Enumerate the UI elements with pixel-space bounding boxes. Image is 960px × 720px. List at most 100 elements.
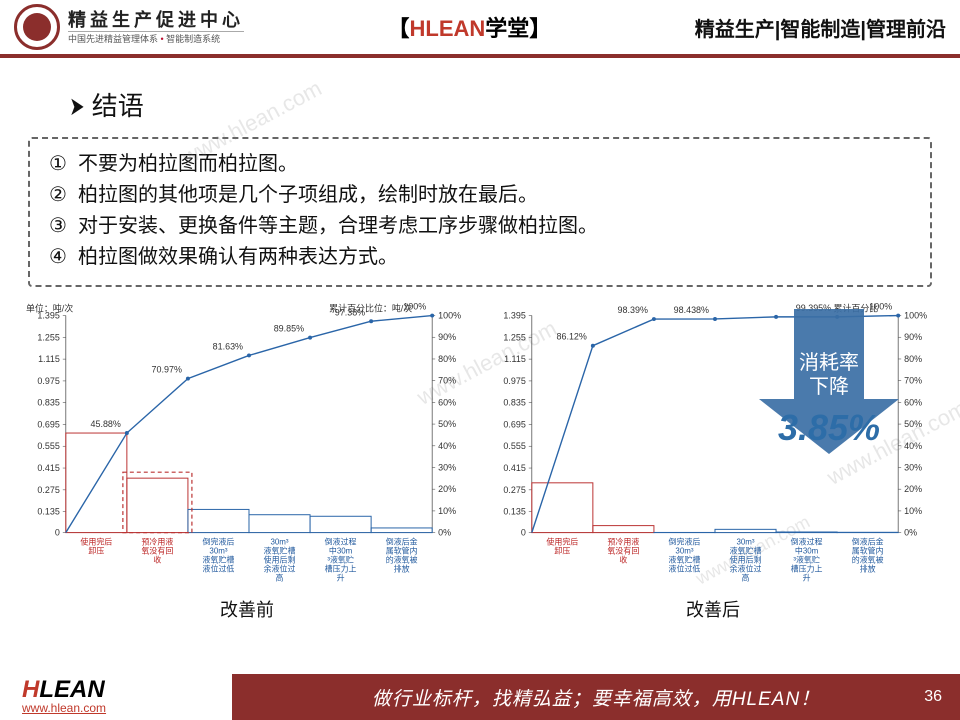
svg-text:100%: 100%	[904, 311, 927, 321]
svg-text:10%: 10%	[904, 506, 922, 516]
svg-text:0.275: 0.275	[503, 485, 525, 495]
svg-text:86.12%: 86.12%	[557, 332, 587, 342]
svg-text:使用完后: 使用完后	[80, 537, 112, 547]
footer: HLEAN www.hlean.com 做行业标杆，找精弘益；要幸福高效，用HL…	[0, 674, 960, 720]
header-tags: 精益生产|智能制造|管理前沿	[695, 13, 946, 42]
svg-text:10%: 10%	[438, 506, 456, 516]
summary-item: ①不要为柏拉图而柏拉图。	[46, 149, 914, 180]
summary-item: ③对于安装、更换备件等主题，合理考虑工序步骤做柏拉图。	[46, 211, 914, 242]
svg-text:1.255: 1.255	[503, 332, 525, 342]
svg-text:余液位过: 余液位过	[264, 563, 296, 573]
svg-text:100%: 100%	[869, 302, 892, 312]
svg-text:倒液后金: 倒液后金	[852, 537, 884, 547]
header-bar: 精益生产促进中心 中国先进精益管理体系 • 智能制造系统 【HLEAN学堂】 精…	[0, 0, 960, 58]
header-title: 【HLEAN学堂】	[244, 11, 695, 43]
svg-text:液氧贮槽: 液氧贮槽	[264, 546, 296, 556]
svg-text:收: 收	[619, 554, 627, 564]
svg-text:30m³: 30m³	[209, 547, 227, 556]
svg-text:倒液过程: 倒液过程	[791, 537, 823, 547]
svg-text:30%: 30%	[904, 462, 922, 472]
svg-text:100%: 100%	[438, 311, 461, 321]
svg-text:预冷用液: 预冷用液	[607, 537, 639, 547]
svg-text:100%: 100%	[403, 302, 426, 312]
svg-text:单位：吨/次: 单位：吨/次	[26, 303, 73, 314]
svg-text:30m³: 30m³	[675, 547, 693, 556]
svg-text:20%: 20%	[904, 484, 922, 494]
svg-text:³液氧贮: ³液氧贮	[793, 554, 820, 564]
logo-subtitle: 中国先进精益管理体系 • 智能制造系统	[68, 31, 244, 44]
svg-text:的液氧被: 的液氧被	[852, 554, 884, 564]
chart-after: 00.1350.2750.4150.5550.6950.8350.9751.11…	[484, 299, 942, 589]
svg-text:使用后剩: 使用后剩	[264, 554, 296, 564]
svg-text:排放: 排放	[394, 563, 410, 573]
svg-text:80%: 80%	[438, 354, 456, 364]
svg-text:槽压力上: 槽压力上	[325, 563, 357, 573]
chevron-icon: ➤	[69, 91, 84, 122]
logo-icon	[14, 4, 60, 50]
chart-before: 00.1350.2750.4150.5550.6950.8350.9751.11…	[18, 299, 476, 589]
svg-text:1.115: 1.115	[38, 354, 60, 364]
svg-text:1.115: 1.115	[504, 354, 526, 364]
svg-text:属软管内: 属软管内	[852, 546, 884, 556]
svg-text:液氧贮槽: 液氧贮槽	[669, 554, 701, 564]
svg-text:中30m: 中30m	[329, 546, 353, 556]
summary-item: ④柏拉图做效果确认有两种表达方式。	[46, 242, 914, 273]
svg-text:卸压: 卸压	[554, 546, 570, 556]
svg-text:50%: 50%	[904, 419, 922, 429]
svg-text:倒完液后: 倒完液后	[669, 537, 701, 547]
svg-text:99.395%: 99.395%	[796, 303, 831, 313]
svg-text:卸压: 卸压	[88, 546, 104, 556]
svg-text:中30m: 中30m	[795, 546, 819, 556]
footer-url: www.hlean.com	[22, 701, 106, 715]
svg-text:排放: 排放	[860, 563, 876, 573]
svg-text:倒液后金: 倒液后金	[386, 537, 418, 547]
svg-text:0.415: 0.415	[503, 463, 525, 473]
svg-text:液位过低: 液位过低	[203, 563, 235, 573]
logo: 精益生产促进中心 中国先进精益管理体系 • 智能制造系统	[14, 4, 244, 50]
svg-text:氧没有回: 氧没有回	[141, 546, 173, 556]
svg-text:0: 0	[55, 528, 60, 538]
svg-text:70.97%: 70.97%	[152, 365, 182, 375]
svg-text:³液氧贮: ³液氧贮	[327, 554, 354, 564]
summary-box: ①不要为柏拉图而柏拉图。②柏拉图的其他项是几个子项组成，绘制时放在最后。③对于安…	[28, 137, 932, 287]
svg-text:0.555: 0.555	[503, 441, 525, 451]
svg-text:余液位过: 余液位过	[730, 563, 762, 573]
svg-text:0.975: 0.975	[37, 376, 59, 386]
svg-text:0.135: 0.135	[37, 507, 59, 517]
svg-text:0.695: 0.695	[37, 419, 59, 429]
svg-text:40%: 40%	[904, 441, 922, 451]
svg-text:30m³: 30m³	[270, 538, 288, 547]
svg-text:高: 高	[742, 572, 750, 582]
svg-text:0.835: 0.835	[503, 398, 525, 408]
svg-text:使用完后: 使用完后	[546, 537, 578, 547]
svg-text:70%: 70%	[438, 376, 456, 386]
svg-text:89.85%: 89.85%	[274, 324, 304, 334]
svg-text:97.38%: 97.38%	[335, 307, 365, 317]
chart-before-label: 改善前	[18, 596, 476, 622]
svg-text:70%: 70%	[904, 376, 922, 386]
svg-text:98.39%: 98.39%	[618, 305, 648, 315]
svg-text:0.135: 0.135	[503, 507, 525, 517]
svg-text:0.975: 0.975	[503, 376, 525, 386]
svg-text:属软管内: 属软管内	[386, 546, 418, 556]
svg-text:0%: 0%	[438, 528, 451, 538]
svg-text:预冷用液: 预冷用液	[141, 537, 173, 547]
svg-text:50%: 50%	[438, 419, 456, 429]
svg-text:98.438%: 98.438%	[674, 305, 709, 315]
svg-text:1.395: 1.395	[503, 311, 525, 321]
chart-after-label: 改善后	[484, 596, 942, 622]
svg-text:0.695: 0.695	[503, 419, 525, 429]
svg-text:0.275: 0.275	[37, 485, 59, 495]
svg-text:80%: 80%	[904, 354, 922, 364]
svg-text:40%: 40%	[438, 441, 456, 451]
svg-text:升: 升	[803, 573, 811, 582]
footer-logo: HLEAN	[22, 679, 105, 701]
svg-text:使用后剩: 使用后剩	[730, 554, 762, 564]
svg-text:30%: 30%	[438, 462, 456, 472]
summary-item: ②柏拉图的其他项是几个子项组成，绘制时放在最后。	[46, 180, 914, 211]
svg-text:倒完液后: 倒完液后	[203, 537, 235, 547]
svg-text:81.63%: 81.63%	[213, 341, 243, 351]
section-title: ➤结语	[66, 86, 960, 123]
svg-text:倒液过程: 倒液过程	[325, 537, 357, 547]
svg-text:液氧贮槽: 液氧贮槽	[730, 546, 762, 556]
